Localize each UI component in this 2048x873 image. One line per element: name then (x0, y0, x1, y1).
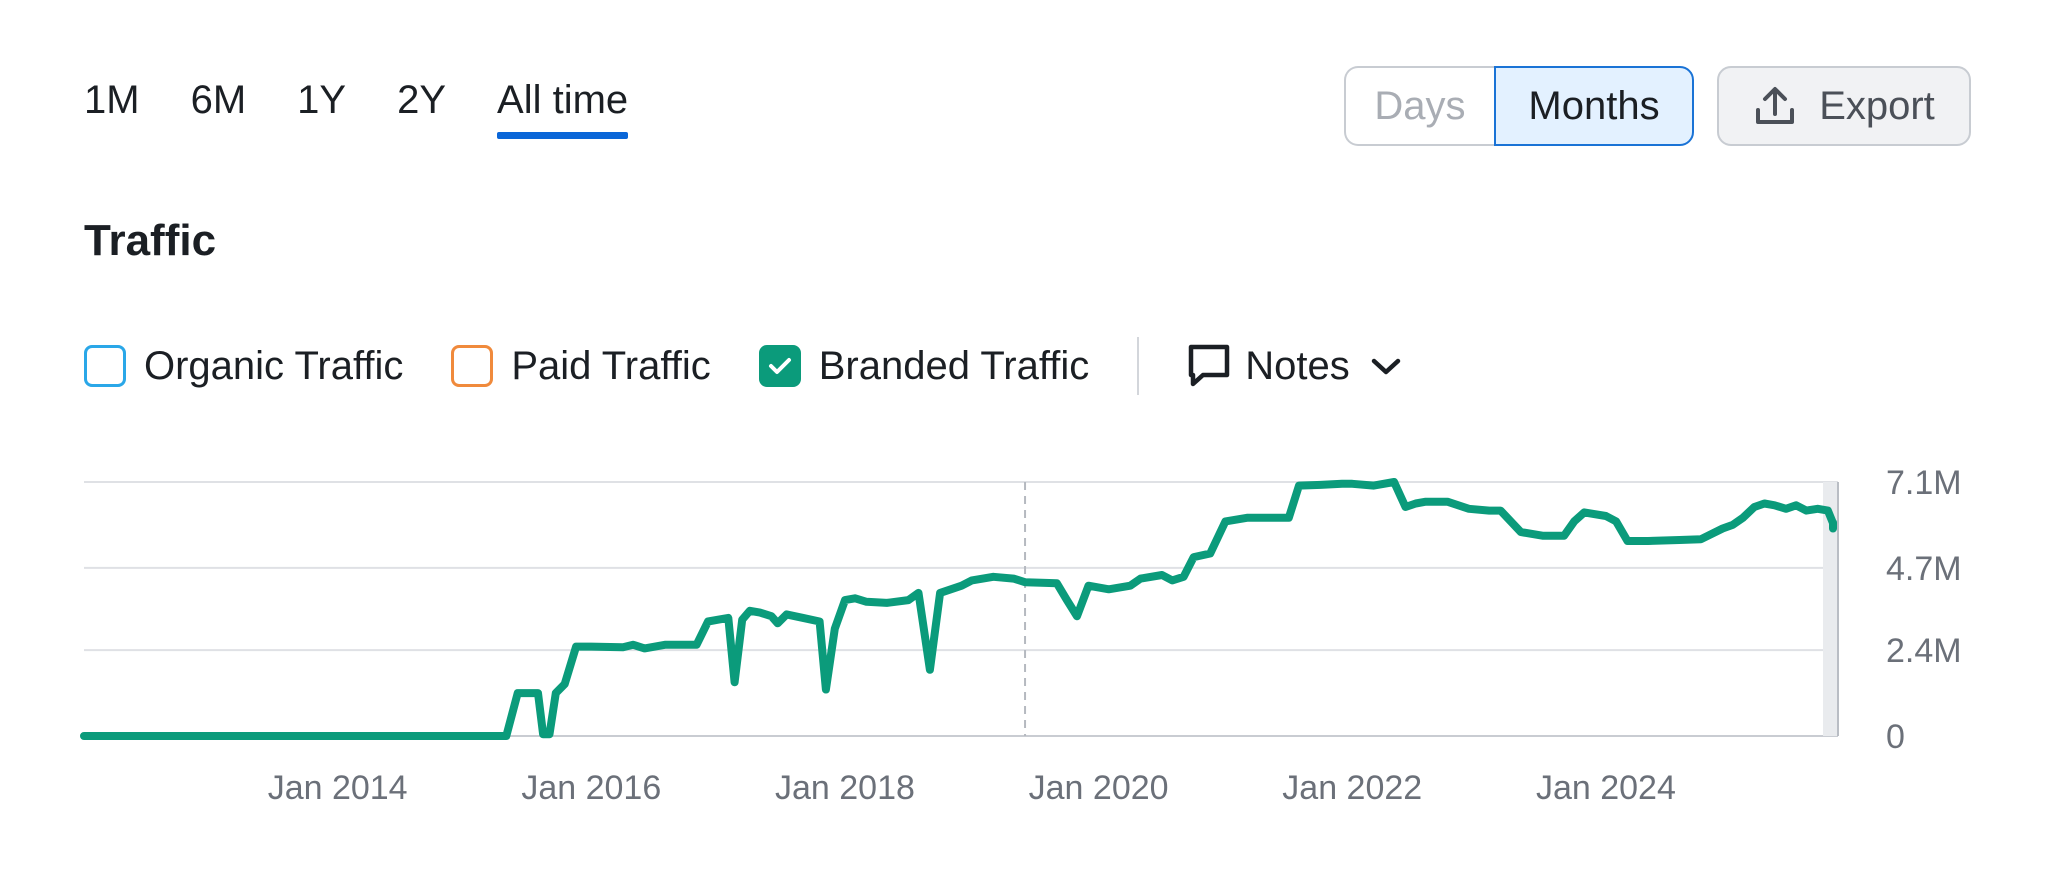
period-tab-1y[interactable]: 1Y (297, 78, 347, 122)
period-tabs: 1M 6M 1Y 2Y All time (84, 78, 679, 139)
period-tab-2y[interactable]: 2Y (397, 78, 447, 122)
export-button[interactable]: Export (1717, 66, 1971, 146)
y-axis: 0 2.4M 4.7M 7.1M (1886, 464, 1962, 756)
x-tick-label: Jan 2014 (268, 769, 408, 807)
chart-legend: Organic Traffic Paid Traffic Branded Tra… (84, 337, 1402, 395)
branded-traffic-line (80, 478, 1837, 740)
period-tab-6m[interactable]: 6M (190, 78, 247, 122)
comment-icon (1189, 344, 1230, 387)
x-tick-label: Jan 2020 (1029, 769, 1169, 807)
organic-checkbox[interactable] (84, 345, 126, 387)
granularity-toggle: Days Months (1344, 66, 1694, 146)
period-tab-1m[interactable]: 1M (84, 78, 140, 122)
paid-checkbox[interactable] (451, 345, 494, 387)
upload-icon (1756, 87, 1795, 124)
y-tick-label: 0 (1886, 718, 1905, 756)
x-tick-label: Jan 2022 (1282, 769, 1422, 807)
x-tick-label: Jan 2024 (1536, 769, 1676, 807)
notes-dropdown[interactable]: Notes (1187, 343, 1402, 389)
y-tick-label: 7.1M (1886, 464, 1962, 502)
legend-paid-label: Paid Traffic (511, 343, 711, 388)
notes-label: Notes (1245, 343, 1350, 388)
legend-paid-traffic[interactable]: Paid Traffic (451, 343, 711, 389)
section-title: Traffic (84, 216, 217, 265)
days-button[interactable]: Days (1344, 66, 1494, 146)
y-tick-label: 2.4M (1886, 632, 1962, 670)
months-button[interactable]: Months (1494, 66, 1694, 146)
legend-branded-label: Branded Traffic (818, 343, 1090, 388)
export-label: Export (1819, 83, 1935, 128)
x-axis: Jan 2014 Jan 2016 Jan 2018 Jan 2020 Jan 2022… (268, 769, 1676, 807)
legend-organic-traffic[interactable]: Organic Traffic (84, 344, 403, 389)
x-tick-label: Jan 2016 (521, 769, 661, 807)
chart-end-shade (1823, 482, 1838, 736)
y-tick-label: 4.7M (1886, 550, 1962, 588)
legend-divider (1137, 337, 1140, 395)
legend-branded-traffic[interactable]: Branded Traffic (758, 343, 1090, 389)
check-icon (768, 358, 791, 374)
legend-organic-label: Organic Traffic (144, 343, 404, 388)
branded-checkbox[interactable] (758, 345, 801, 387)
chevron-down-icon (1371, 358, 1400, 375)
x-tick-label: Jan 2018 (775, 769, 915, 807)
period-tab-all-time[interactable]: All time (497, 78, 629, 139)
